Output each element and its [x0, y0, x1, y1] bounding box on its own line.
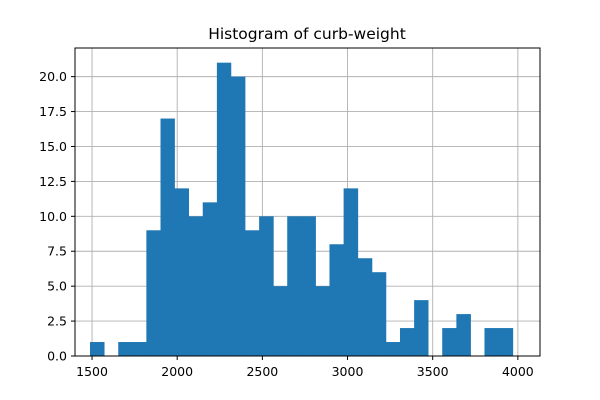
histogram-bar	[484, 328, 500, 356]
y-tick-label: 0.0	[47, 349, 67, 364]
histogram-bar	[315, 286, 330, 356]
x-tick-label: 4000	[502, 364, 534, 379]
histogram-bar	[89, 342, 105, 356]
histogram-bar	[456, 314, 471, 356]
histogram-bar	[174, 188, 190, 356]
histogram-bar	[287, 216, 302, 356]
histogram-bar	[371, 272, 387, 356]
histogram-bar	[442, 328, 457, 356]
axes: 1500 2000 2500 3000 3500 4000 0.0 2.5 5.0 7.5 10.0…	[39, 47, 541, 379]
histogram-bar	[273, 286, 288, 356]
y-tick-label: 2.5	[47, 314, 67, 329]
x-tick-label: 3000	[332, 364, 364, 379]
histogram-bar	[414, 300, 429, 356]
histogram-bar	[259, 216, 274, 356]
histogram-bar	[118, 342, 133, 356]
y-tick-label: 12.5	[39, 174, 67, 189]
y-tick-label: 5.0	[47, 279, 67, 294]
x-tick-label: 2000	[161, 364, 193, 379]
y-tick-label: 10.0	[39, 209, 67, 224]
histogram-bar	[188, 216, 204, 356]
y-tick-label: 7.5	[47, 244, 67, 259]
x-tick-label: 3500	[417, 364, 449, 379]
x-tick-label: 2500	[246, 364, 278, 379]
histogram-bar	[301, 216, 316, 356]
x-tick-label: 1500	[76, 364, 108, 379]
histogram-bar	[329, 244, 345, 356]
histogram-bar	[399, 328, 415, 356]
histogram-bar	[385, 342, 401, 356]
histogram-bar	[357, 258, 373, 356]
histogram-bar	[343, 188, 359, 356]
histogram-bar	[216, 62, 232, 357]
histogram-bar	[160, 118, 175, 357]
histogram-bar	[146, 230, 161, 356]
histogram-bars	[89, 62, 514, 357]
y-tick-label: 15.0	[39, 139, 67, 154]
histogram-bar	[244, 230, 260, 356]
plot-frame	[74, 47, 541, 357]
histogram-bar	[498, 328, 514, 356]
histogram-bar	[202, 202, 218, 356]
y-tick-label: 20.0	[39, 69, 67, 84]
chart-title: Histogram of curb-weight	[208, 25, 406, 43]
histogram-bar	[230, 76, 246, 356]
grid-lines	[75, 48, 540, 357]
y-tick-label: 17.5	[39, 104, 67, 119]
histogram-bar	[132, 342, 147, 356]
